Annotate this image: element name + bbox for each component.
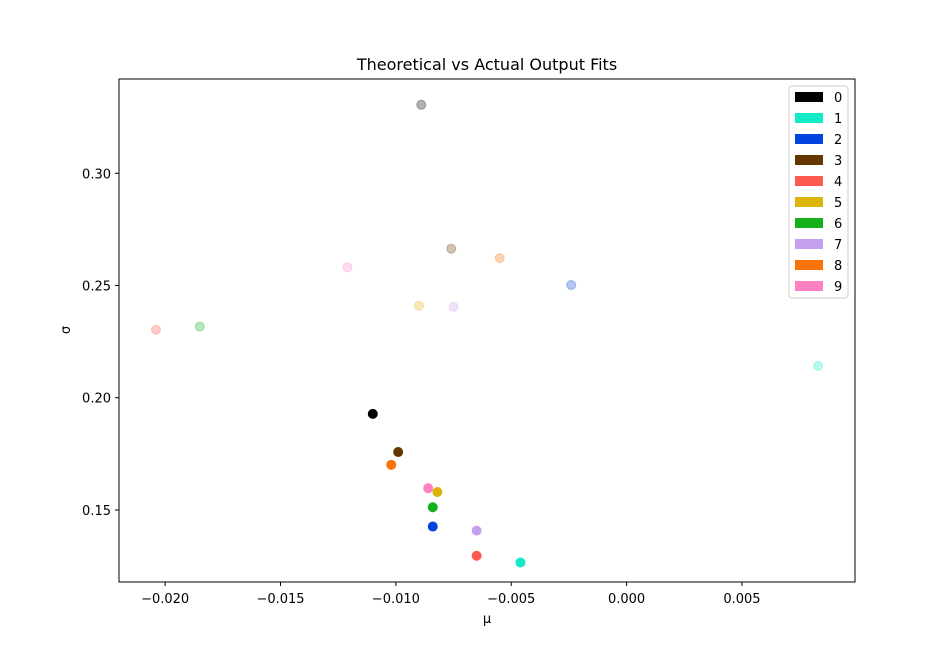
legend-label-0: 0 bbox=[834, 91, 842, 106]
points-layer bbox=[150, 99, 824, 568]
legend-swatch-9 bbox=[795, 281, 823, 291]
legend-label-9: 9 bbox=[834, 280, 842, 295]
y-tick-label: 0.25 bbox=[82, 279, 111, 294]
legend-label-4: 4 bbox=[834, 175, 842, 190]
x-tick-label: −0.005 bbox=[487, 592, 535, 607]
legend-swatch-2 bbox=[795, 134, 823, 144]
legend-label-8: 8 bbox=[834, 259, 842, 274]
x-tick-label: −0.010 bbox=[372, 592, 420, 607]
legend-label-1: 1 bbox=[834, 112, 842, 127]
legend-swatch-4 bbox=[795, 176, 823, 186]
y-axis: 0.15 0.20 0.25 0.30 bbox=[82, 167, 119, 519]
legend-swatch-8 bbox=[795, 260, 823, 270]
theoretical-point-4 bbox=[150, 324, 161, 335]
actual-point-2 bbox=[427, 521, 438, 532]
actual-point-6 bbox=[427, 502, 438, 513]
legend-swatch-5 bbox=[795, 197, 823, 207]
actual-point-8 bbox=[386, 459, 397, 470]
x-tick-label: 0.005 bbox=[723, 592, 760, 607]
actual-point-3 bbox=[393, 447, 404, 458]
legend-swatch-0 bbox=[795, 92, 823, 102]
legend-swatch-6 bbox=[795, 218, 823, 228]
x-tick-label: −0.015 bbox=[256, 592, 304, 607]
theoretical-point-3 bbox=[446, 243, 457, 254]
legend-swatch-1 bbox=[795, 113, 823, 123]
actual-point-4 bbox=[471, 550, 482, 561]
actual-point-5 bbox=[432, 486, 443, 497]
chart-title: Theoretical vs Actual Output Fits bbox=[356, 55, 617, 74]
theoretical-point-5 bbox=[413, 300, 424, 311]
legend-label-2: 2 bbox=[834, 133, 842, 148]
actual-point-0 bbox=[367, 408, 378, 419]
legend-label-3: 3 bbox=[834, 154, 842, 169]
plot-frame bbox=[118, 78, 856, 583]
x-axis: −0.020 −0.015 −0.010 −0.005 0.000 0.005 bbox=[141, 582, 761, 607]
legend: 0 1 2 3 4 5 6 7 8 9 bbox=[788, 85, 849, 299]
theoretical-point-7 bbox=[448, 301, 459, 312]
legend-label-7: 7 bbox=[834, 238, 842, 253]
actual-point-9 bbox=[423, 483, 434, 494]
x-tick-label: −0.020 bbox=[141, 592, 189, 607]
y-tick-label: 0.20 bbox=[82, 392, 111, 407]
legend-swatch-3 bbox=[795, 155, 823, 165]
legend-label-6: 6 bbox=[834, 217, 842, 232]
theoretical-point-6 bbox=[194, 321, 205, 332]
x-axis-label: μ bbox=[483, 612, 491, 627]
actual-point-7 bbox=[471, 525, 482, 536]
theoretical-point-8 bbox=[494, 253, 505, 264]
y-tick-label: 0.30 bbox=[82, 167, 111, 182]
legend-swatch-7 bbox=[795, 239, 823, 249]
theoretical-point-9 bbox=[342, 262, 353, 273]
theoretical-point-0 bbox=[416, 99, 427, 110]
x-tick-label: 0.000 bbox=[608, 592, 645, 607]
theoretical-point-2 bbox=[566, 280, 577, 291]
y-tick-label: 0.15 bbox=[82, 504, 111, 519]
theoretical-point-1 bbox=[813, 360, 824, 371]
legend-label-5: 5 bbox=[834, 196, 842, 211]
y-axis-label: σ bbox=[59, 326, 74, 334]
actual-point-1 bbox=[515, 557, 526, 568]
